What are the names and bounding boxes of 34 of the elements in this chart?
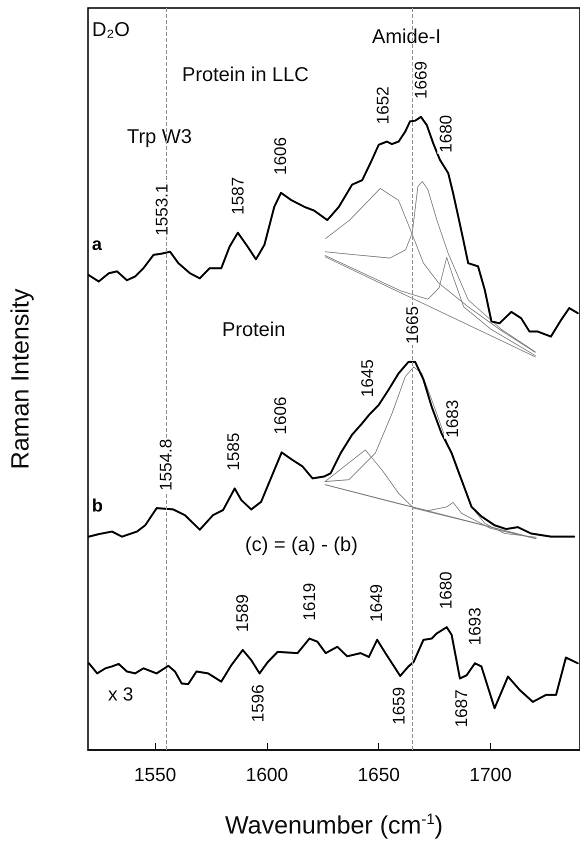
y-axis-title: Raman Intensity [6, 288, 34, 470]
annotation: 1553.1 [152, 184, 172, 236]
text: Protein in LLC [182, 64, 309, 86]
annotation: 1554.8 [156, 438, 176, 491]
annotation: 1606 [270, 137, 290, 175]
text: Amide-I [372, 26, 441, 48]
annotation: 1619 [300, 582, 319, 621]
x-tick-label: 1600 [246, 765, 288, 786]
annotation: 1645 [358, 359, 378, 398]
x-tick-label: 1650 [358, 765, 400, 786]
annotation: 1687 [452, 689, 471, 728]
annotation: 1585 [224, 432, 243, 471]
x-tick-label: 1700 [469, 765, 512, 786]
annotation: 1587 [228, 176, 248, 215]
annotation: 1596 [248, 684, 268, 722]
annotation: 1665 [402, 306, 422, 344]
annotation: 1680 [436, 571, 456, 610]
annotation: 1606 [270, 396, 290, 434]
annotation: x 3 [108, 684, 134, 706]
series-label: a [92, 234, 103, 254]
annotation: Protein [222, 319, 286, 341]
annotation: 1693 [465, 607, 484, 646]
annotation: 1683 [443, 400, 462, 438]
series-label: b [92, 496, 103, 516]
annotation: 1669 [412, 61, 431, 99]
text: D₂O [92, 19, 130, 41]
annotation: 1589 [232, 594, 252, 632]
x-tick-label: 1550 [134, 765, 176, 786]
annotation: 1659 [389, 686, 408, 725]
annotation: 1649 [366, 584, 386, 622]
annotation: (c) = (a) - (b) [245, 534, 358, 556]
annotation: 1652 [374, 86, 393, 124]
annotation: 1680 [436, 114, 456, 153]
annotation: Trp W3 [127, 126, 192, 148]
